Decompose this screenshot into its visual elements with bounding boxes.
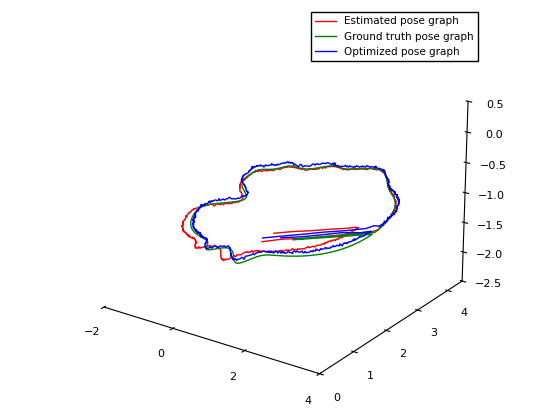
Legend: Estimated pose graph, Ground truth pose graph, Optimized pose graph: Estimated pose graph, Ground truth pose … xyxy=(311,12,478,61)
